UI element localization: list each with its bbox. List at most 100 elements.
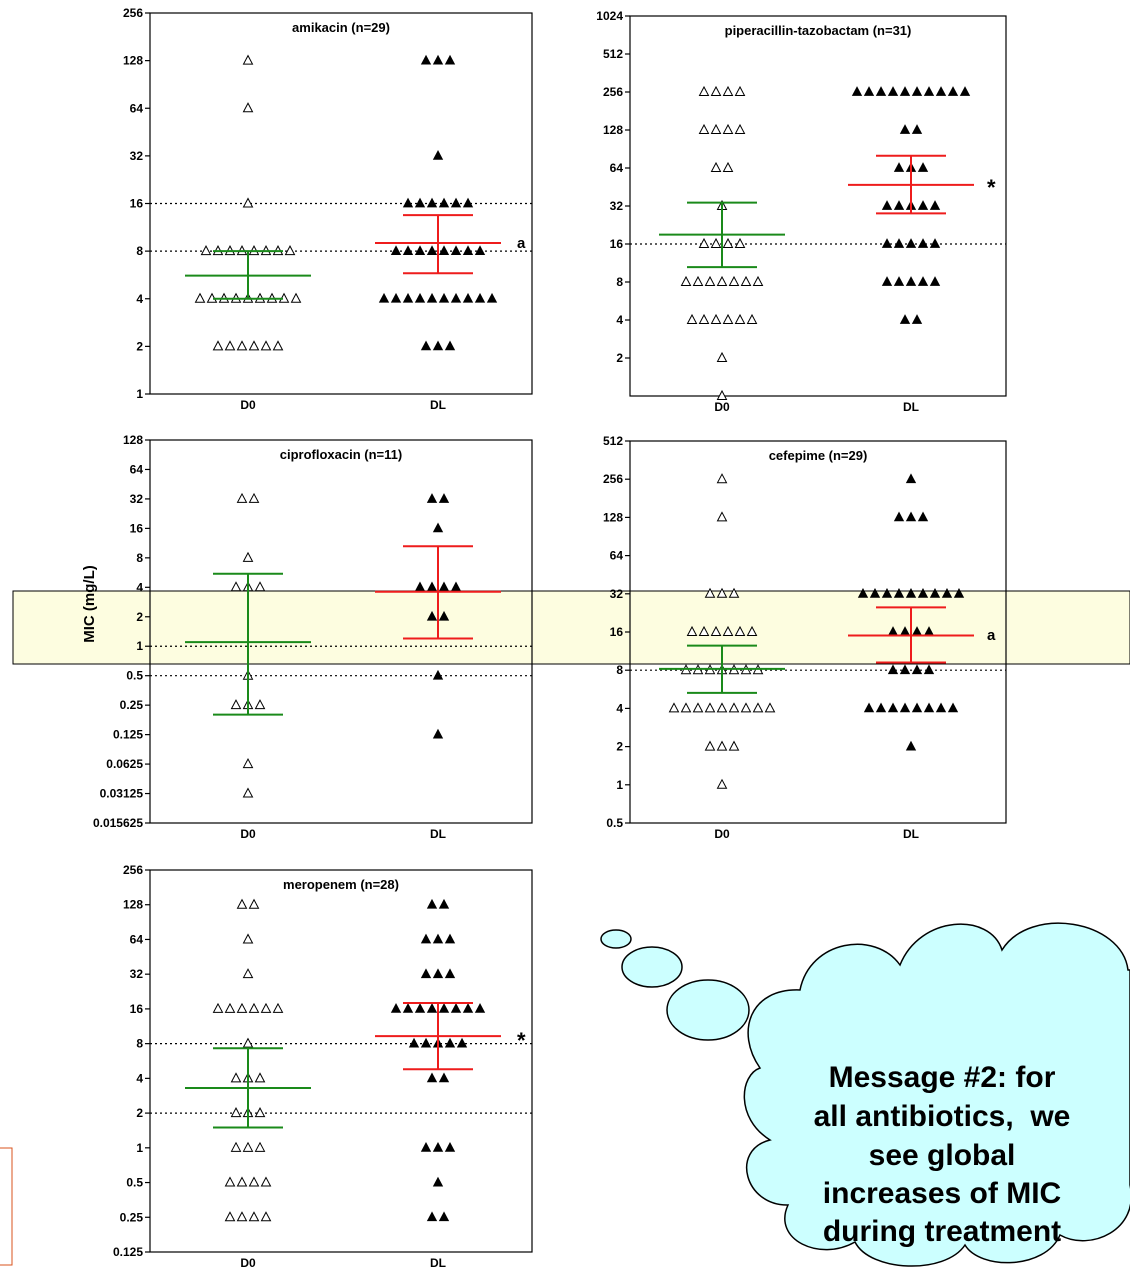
- data-point: [875, 86, 887, 96]
- y-tick-label: 256: [123, 863, 143, 877]
- data-point: [378, 292, 390, 303]
- data-point: [462, 197, 474, 208]
- data-point: [254, 1072, 266, 1083]
- data-point: [917, 276, 929, 286]
- x-tick-label: DL: [430, 398, 446, 412]
- data-point: [692, 275, 704, 286]
- panel-4: 0.5 1 2 4 8 16 32 64 128 256 512 D0 DL cefepime (n=29…: [603, 434, 1007, 841]
- data-point: [426, 1211, 438, 1222]
- data-point: [426, 197, 438, 208]
- data-point: [432, 522, 444, 533]
- data-point: [432, 669, 444, 680]
- data-point: [236, 492, 248, 503]
- data-point: [734, 85, 746, 96]
- data-point: [230, 1072, 242, 1083]
- y-tick-label: 256: [603, 85, 623, 99]
- data-point: [462, 245, 474, 256]
- thought-bubble-small: [600, 929, 632, 949]
- data-point: [272, 340, 284, 351]
- data-point: [236, 1176, 248, 1187]
- data-point: [420, 933, 432, 944]
- data-point: [200, 245, 212, 256]
- data-point: [899, 124, 911, 134]
- data-point: [947, 702, 959, 713]
- data-point: [230, 699, 242, 710]
- plot-frame: [149, 869, 533, 1253]
- y-tick-label: 0.25: [120, 1210, 144, 1224]
- data-point: [242, 758, 254, 769]
- data-point: [444, 340, 456, 351]
- data-point: [893, 238, 905, 248]
- y-tick-label: 512: [603, 47, 623, 61]
- data-point: [242, 933, 254, 944]
- data-point: [929, 587, 941, 598]
- x-tick-label: D0: [240, 398, 256, 412]
- data-point: [722, 161, 734, 172]
- data-point: [704, 587, 716, 598]
- y-tick-label: 8: [136, 551, 143, 565]
- y-tick-label: 32: [610, 587, 624, 601]
- data-point: [260, 1002, 272, 1013]
- callout-line-4: increases of MIC: [823, 1177, 1061, 1210]
- data-point: [680, 702, 692, 713]
- data-point: [740, 702, 752, 713]
- data-point: [728, 702, 740, 713]
- data-point: [875, 702, 887, 713]
- data-point: [905, 587, 917, 598]
- data-point: [752, 702, 764, 713]
- data-point: [194, 292, 206, 303]
- panel-title: amikacin (n=29): [292, 20, 390, 35]
- data-point: [462, 292, 474, 303]
- data-point: [917, 587, 929, 598]
- data-point: [272, 1002, 284, 1013]
- data-point: [230, 581, 242, 592]
- thought-bubble-large: [666, 979, 750, 1041]
- y-tick-label: 64: [130, 462, 144, 476]
- data-point: [716, 740, 728, 751]
- data-point: [722, 123, 734, 134]
- data-point: [953, 587, 965, 598]
- data-point: [740, 275, 752, 286]
- data-point: [881, 200, 893, 210]
- data-point: [686, 313, 698, 324]
- data-point: [426, 292, 438, 303]
- data-point: [710, 161, 722, 172]
- data-point: [456, 1037, 468, 1048]
- data-point: [716, 473, 728, 484]
- data-point: [438, 610, 450, 621]
- data-point: [764, 702, 776, 713]
- data-point: [432, 1141, 444, 1152]
- data-point: [692, 702, 704, 713]
- data-point: [224, 1176, 236, 1187]
- data-point: [911, 86, 923, 96]
- data-point: [242, 968, 254, 979]
- callout-line-1: Message #2: for: [829, 1061, 1056, 1094]
- data-point: [254, 1107, 266, 1118]
- data-point: [899, 86, 911, 96]
- data-point: [254, 581, 266, 592]
- data-point: [881, 276, 893, 286]
- data-point: [426, 1072, 438, 1083]
- y-tick-label: 0.125: [113, 1245, 143, 1259]
- data-point: [408, 1037, 420, 1048]
- data-point: [923, 664, 935, 675]
- data-point: [402, 197, 414, 208]
- data-point: [680, 275, 692, 286]
- data-point: [390, 245, 402, 256]
- panel-title: piperacillin-tazobactam (n=31): [725, 23, 912, 38]
- panel-2: 2 4 8 16 32 64 128 256 512 1024 D0 DL piperacillin-t…: [596, 9, 1007, 414]
- data-point: [474, 1003, 486, 1013]
- data-point: [444, 54, 456, 65]
- data-point: [426, 245, 438, 256]
- data-point: [432, 54, 444, 65]
- callout-line-5: during treatment: [823, 1215, 1061, 1248]
- data-point: [710, 237, 722, 248]
- data-point: [734, 123, 746, 134]
- callout-line-3: see global: [869, 1139, 1016, 1172]
- thought-bubble-medium: [621, 946, 683, 988]
- data-point: [716, 275, 728, 286]
- y-tick-label: 0.5: [606, 816, 623, 830]
- data-point: [402, 245, 414, 256]
- data-point: [242, 102, 254, 113]
- data-point: [462, 1003, 474, 1013]
